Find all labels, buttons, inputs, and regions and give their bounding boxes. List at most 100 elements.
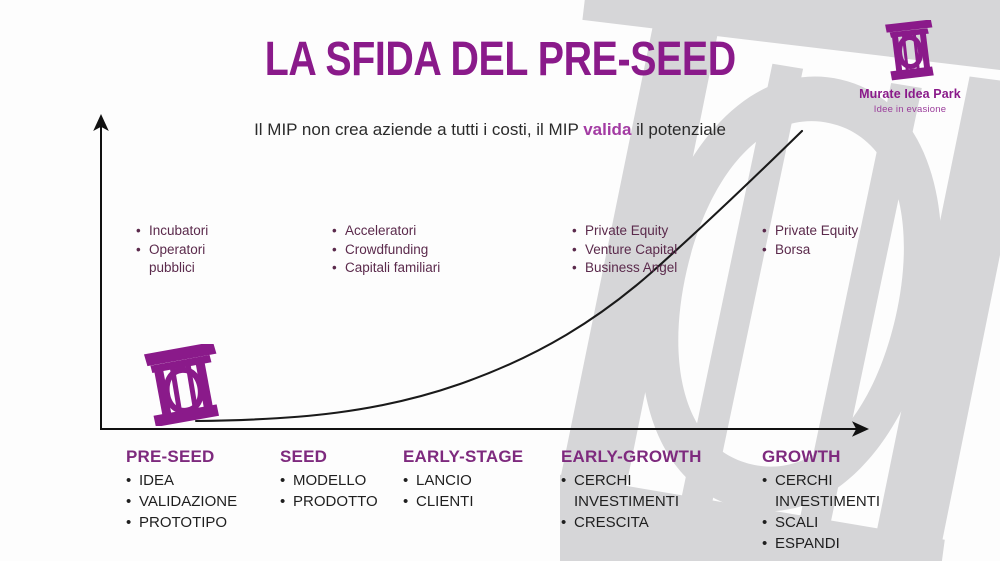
bullet-dot-icon: • xyxy=(762,514,768,531)
stage-heading-early-stage: EARLY-STAGE xyxy=(403,447,524,466)
stage-column-seed: SEED • MODELLO • PRODOTTO xyxy=(280,447,378,512)
bullet-dot-icon: • xyxy=(572,260,577,275)
brand-tagline: Idee in evasione xyxy=(873,103,947,115)
subtitle-part-after: il potenziale xyxy=(631,120,726,139)
brand-block: Murate Idea Park Idee in evasione xyxy=(830,20,990,115)
stage-early-growth-item-label: INVESTIMENTI xyxy=(574,493,680,510)
stage-growth-item-label: INVESTIMENTI xyxy=(775,493,881,510)
investor-early-growth-investors-list: • Private Equity • Venture Capital • Business… xyxy=(572,222,677,278)
investor-early-growth-investors-item-label: Private Equity xyxy=(585,223,669,238)
investor-pre-seed-investors-item-label: Incubatori xyxy=(149,223,209,238)
bullet-dot-icon: • xyxy=(280,493,286,510)
stage-seed-item: • PRODOTTO xyxy=(280,491,378,512)
investor-early-growth-investors-item-label: Business Angel xyxy=(585,260,678,275)
investor-pre-seed-investors-item: • Incubatori xyxy=(136,222,208,241)
investor-early-growth-investors-item: • Private Equity xyxy=(572,222,677,241)
bullet-dot-icon: • xyxy=(561,472,567,489)
brand-name: Murate Idea Park xyxy=(859,87,961,101)
stage-pre-seed-item: • VALIDAZIONE xyxy=(126,491,237,512)
investor-early-growth-investors-item: • Business Angel xyxy=(572,259,677,278)
bullet-dot-icon: • xyxy=(572,241,577,257)
stage-pre-seed-item-label: VALIDAZIONE xyxy=(139,493,238,510)
stage-early-stage-item: • LANCIO xyxy=(403,470,523,491)
stage-early-growth-item: • CERCHI xyxy=(561,470,702,491)
stage-early-growth-item-label: CERCHI xyxy=(574,472,632,489)
investor-pre-seed-investors-item-label: Operatori xyxy=(149,241,206,257)
bullet-dot-icon: • xyxy=(136,241,141,257)
stage-column-pre-seed: PRE-SEED • IDEA • VALIDAZIONE • PROTOTIPO xyxy=(126,447,237,533)
investor-seed-investors-item: • Acceleratori xyxy=(332,222,440,241)
stage-heading-early-growth: EARLY-GROWTH xyxy=(561,447,702,466)
investor-growth-investors-list: • Private Equity • Borsa xyxy=(762,222,858,259)
stage-column-growth: GROWTH • CERCHI INVESTIMENTI • SCALI • ESPANDI xyxy=(762,447,880,554)
stage-column-early-stage: EARLY-STAGE • LANCIO • CLIENTI xyxy=(403,447,523,512)
stage-heading-pre-seed: PRE-SEED xyxy=(126,447,215,466)
investor-growth-investors-item: • Borsa xyxy=(762,241,858,260)
investor-pre-seed-investors-item-label: pubblici xyxy=(149,260,195,275)
bullet-dot-icon: • xyxy=(126,472,132,489)
stage-early-growth-item-label: CRESCITA xyxy=(574,514,649,531)
stage-growth-item-label: ESPANDI xyxy=(775,535,840,552)
stage-early-stage-item-label: LANCIO xyxy=(416,472,472,489)
bullet-dot-icon: • xyxy=(280,472,286,489)
investor-seed-investors-item-label: Capitali familiari xyxy=(345,260,441,275)
page-title-text: LA SFIDA DEL PRE-SEED xyxy=(264,33,736,86)
bullet-dot-icon: • xyxy=(572,223,577,238)
growth-curve xyxy=(194,129,804,423)
investor-group-growth: • Private Equity • Borsa xyxy=(762,222,858,259)
investor-seed-investors-item-label: Acceleratori xyxy=(345,223,417,238)
bullet-dot-icon: • xyxy=(403,472,409,489)
stage-early-growth-item: • CRESCITA xyxy=(561,512,702,533)
stage-heading-seed: SEED xyxy=(280,447,328,466)
investor-pre-seed-investors-list: • Incubatori • Operatori pubblici xyxy=(136,222,208,278)
bullet-dot-icon: • xyxy=(762,472,768,489)
stage-early-stage-item: • CLIENTI xyxy=(403,491,523,512)
bullet-dot-icon: • xyxy=(126,514,132,531)
investor-early-growth-investors-item: • Venture Capital xyxy=(572,241,677,260)
stage-column-early-growth: EARLY-GROWTH • CERCHI INVESTIMENTI • CRESCITA xyxy=(561,447,702,533)
investor-pre-seed-investors-item: • Operatori xyxy=(136,241,208,260)
investor-pre-seed-investors-item: pubblici xyxy=(136,259,208,278)
murate-window-logo-icon xyxy=(884,20,936,82)
stage-seed-item-label: PRODOTTO xyxy=(293,493,378,510)
stage-growth-item: • ESPANDI xyxy=(762,533,880,554)
bullet-dot-icon: • xyxy=(561,514,567,531)
investor-group-pre-seed: • Incubatori • Operatori pubblici xyxy=(136,222,208,278)
stage-growth-item-label: SCALI xyxy=(775,514,819,531)
stage-pre-seed-item: • PROTOTIPO xyxy=(126,512,237,533)
investor-early-growth-investors-item-label: Venture Capital xyxy=(585,241,678,257)
stage-early-growth-item: INVESTIMENTI xyxy=(561,491,702,512)
subtitle-part-before: Il MIP non crea aziende a tutti i costi,… xyxy=(254,120,584,139)
subtitle: Il MIP non crea aziende a tutti i costi,… xyxy=(120,120,860,140)
bullet-dot-icon: • xyxy=(332,260,337,275)
stage-growth-list: • CERCHI INVESTIMENTI • SCALI • ESPANDI xyxy=(762,470,880,554)
investor-seed-investors-list: • Acceleratori • Crowdfunding • Capitali fami… xyxy=(332,222,440,278)
subtitle-highlight: valida xyxy=(583,120,632,139)
investor-seed-investors-item: • Crowdfunding xyxy=(332,241,440,260)
stage-growth-item: INVESTIMENTI xyxy=(762,491,880,512)
stage-early-growth-list: • CERCHI INVESTIMENTI • CRESCITA xyxy=(561,470,702,533)
bullet-dot-icon: • xyxy=(762,535,768,552)
stage-seed-list: • MODELLO • PRODOTTO xyxy=(280,470,378,512)
investor-group-early-growth: • Private Equity • Venture Capital • Business… xyxy=(572,222,677,278)
investor-growth-investors-item-label: Private Equity xyxy=(775,223,859,238)
stage-early-stage-list: • LANCIO • CLIENTI xyxy=(403,470,523,512)
bullet-dot-icon: • xyxy=(126,493,132,510)
bullet-dot-icon: • xyxy=(332,241,337,257)
bullet-dot-icon: • xyxy=(403,493,409,510)
bullet-dot-icon: • xyxy=(762,241,767,257)
stage-pre-seed-item-label: IDEA xyxy=(139,472,175,489)
stage-heading-growth: GROWTH xyxy=(762,447,841,466)
stage-early-stage-item-label: CLIENTI xyxy=(416,493,474,510)
stage-seed-item: • MODELLO xyxy=(280,470,378,491)
bullet-dot-icon: • xyxy=(332,223,337,238)
stage-pre-seed-item-label: PROTOTIPO xyxy=(139,514,228,531)
stage-growth-item: • CERCHI xyxy=(762,470,880,491)
bullet-dot-icon: • xyxy=(136,223,141,238)
stage-pre-seed-item: • IDEA xyxy=(126,470,237,491)
stage-seed-item-label: MODELLO xyxy=(293,472,367,489)
investor-growth-investors-item: • Private Equity xyxy=(762,222,858,241)
investor-seed-investors-item-label: Crowdfunding xyxy=(345,241,429,257)
murate-window-logo-icon-on-curve xyxy=(140,344,224,426)
